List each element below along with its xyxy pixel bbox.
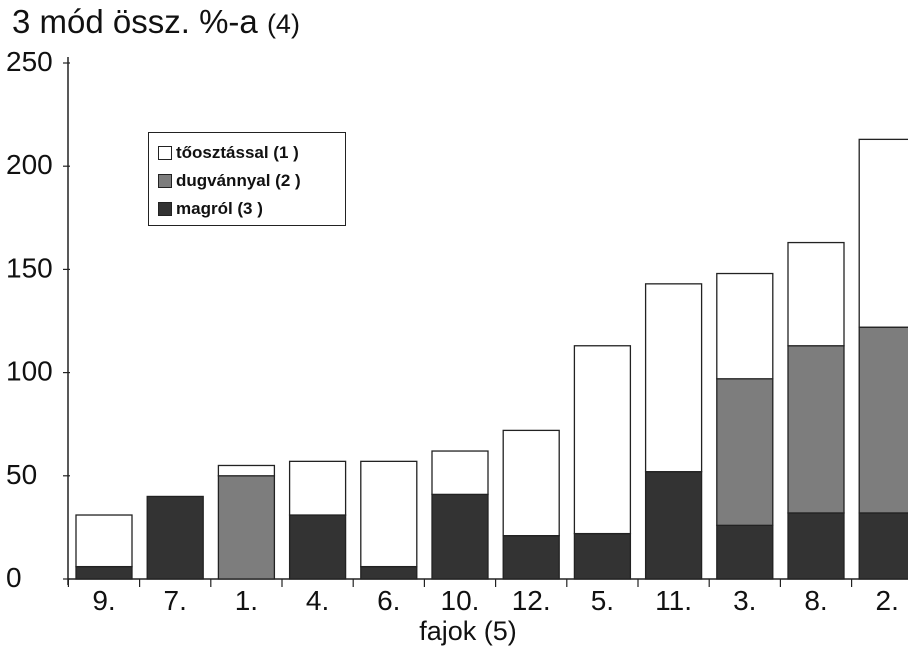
bar-segment (644, 283, 703, 473)
bar-segment (787, 345, 845, 514)
bar-segment (288, 460, 347, 516)
legend: tőosztással (1 ) dugvánnyal (2 ) magról … (148, 132, 346, 226)
legend-label-dugvannyal: dugvánnyal (2 ) (176, 171, 301, 190)
y-tick-label: 100 (6, 356, 53, 387)
bar-segment (431, 450, 489, 496)
legend-item-dugvannyal: dugvánnyal (2 ) (158, 167, 345, 195)
y-tick-label: 200 (6, 149, 53, 180)
legend-swatch-toosztassal (158, 146, 172, 160)
y-tick-label: 150 (6, 252, 53, 283)
bar-segment (146, 495, 204, 580)
legend-swatch-magrol (158, 202, 172, 216)
bar-segment (502, 535, 560, 580)
bar-segment (716, 524, 774, 580)
x-tick-label: 4. (306, 585, 329, 616)
bar-segment (858, 138, 908, 328)
x-tick-label: 1. (235, 585, 258, 616)
bar-segment (573, 532, 632, 580)
bar-segment (858, 326, 908, 514)
bar-segment (502, 429, 560, 537)
bar-segment (787, 241, 845, 347)
legend-item-toosztassal: tőosztással (1 ) (158, 139, 345, 167)
y-tick-label: 50 (6, 459, 37, 490)
bar-segment (858, 512, 908, 580)
x-tick-label: 10. (441, 585, 480, 616)
y-tick-label: 0 (6, 562, 22, 593)
bar-segment (217, 464, 276, 477)
x-tick-label: 9. (92, 585, 115, 616)
x-tick-label: 8. (804, 585, 827, 616)
bar-segment (360, 460, 418, 568)
x-tick-label: 7. (164, 585, 187, 616)
bar-segment (644, 471, 703, 580)
x-axis-label: fajok (5) (419, 616, 517, 646)
bar-segment (431, 493, 489, 580)
bar-segment (217, 475, 276, 580)
chart-title-text: 3 mód össz. %-a (12, 3, 258, 40)
bar-segment (787, 512, 845, 580)
bar-segment (716, 378, 774, 526)
bar-segment (573, 345, 632, 535)
x-tick-label: 2. (876, 585, 899, 616)
x-tick-label: 6. (377, 585, 400, 616)
legend-item-magrol: magról (3 ) (158, 195, 345, 223)
y-tick-label: 250 (6, 46, 53, 77)
bar-segment (75, 565, 133, 580)
x-tick-label: 11. (655, 585, 692, 616)
x-tick-label: 3. (733, 585, 756, 616)
legend-swatch-dugvannyal (158, 174, 172, 188)
x-tick-label: 12. (512, 585, 551, 616)
bar-segment (360, 565, 418, 580)
chart-title-number: (4) (266, 9, 300, 39)
bar-segment (716, 272, 774, 380)
x-tick-label: 5. (591, 585, 614, 616)
legend-label-magrol: magról (3 ) (176, 199, 263, 218)
bar-segment (288, 514, 347, 580)
legend-label-toosztassal: tőosztással (1 ) (176, 143, 299, 162)
chart-title: 3 mód össz. %-a (4) (12, 2, 300, 44)
bar-segment (75, 514, 133, 568)
